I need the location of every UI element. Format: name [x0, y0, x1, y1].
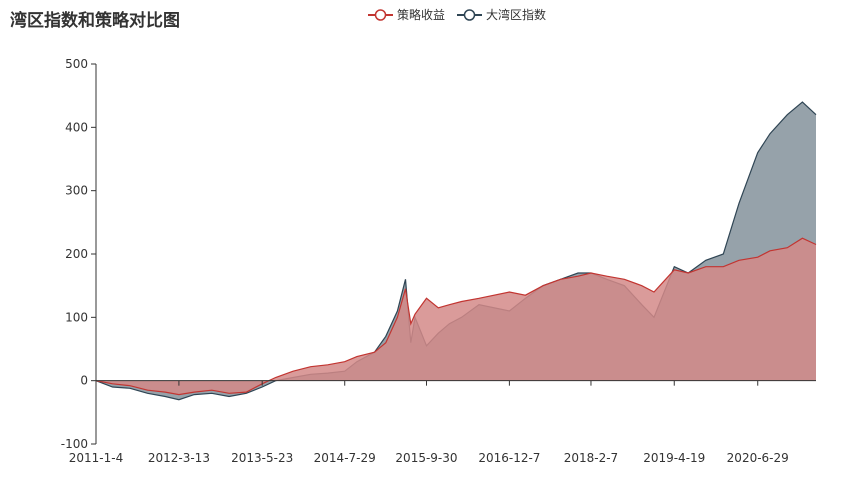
- legend-marker-index-icon: [457, 8, 483, 21]
- legend-label-strategy: 策略收益: [397, 8, 446, 22]
- y-tick-label: 300: [65, 184, 88, 198]
- legend-item-strategy[interactable]: 策略收益: [368, 6, 445, 23]
- series-areas: [95, 101, 817, 401]
- axes: -100 0 100 200 300 400 500 2011-1-4 2012-3-13 201…: [61, 57, 816, 465]
- x-tick-label: 2012-3-13: [148, 451, 210, 465]
- x-tick-label: 2015-9-30: [395, 451, 457, 465]
- legend: 策略收益 大湾区指数: [368, 6, 546, 23]
- x-tick-label: 2013-5-23: [231, 451, 293, 465]
- chart-title: 湾区指数和策略对比图: [10, 11, 180, 31]
- series-line-0: [95, 237, 817, 396]
- x-tick-label: 2018-2-7: [564, 451, 618, 465]
- y-tick-label: 400: [65, 120, 88, 134]
- legend-item-index[interactable]: 大湾区指数: [457, 6, 546, 23]
- y-tick-label: 100: [65, 310, 88, 324]
- x-tick-label: 2019-4-19: [643, 451, 705, 465]
- y-tick-label: -100: [61, 437, 88, 451]
- legend-label-index: 大湾区指数: [486, 8, 547, 22]
- x-tick-label: 2011-1-4: [69, 451, 123, 465]
- y-tick-label: 200: [65, 247, 88, 261]
- series-area-0: [96, 238, 816, 395]
- y-tick-label: 500: [65, 57, 88, 71]
- x-tick-label: 2016-12-7: [478, 451, 540, 465]
- y-tick-label: 0: [80, 374, 88, 388]
- legend-marker-strategy-icon: [368, 8, 393, 21]
- x-tick-label: 2020-6-29: [727, 451, 789, 465]
- x-tick-label: 2014-7-29: [314, 451, 376, 465]
